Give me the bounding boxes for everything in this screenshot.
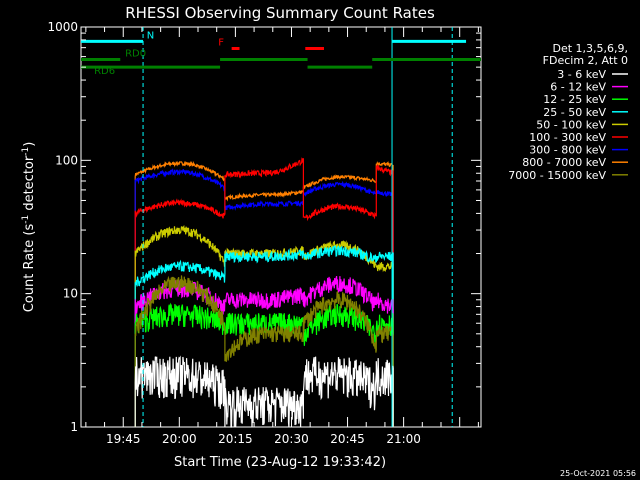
legend-entry-label: 100 - 300 keV	[529, 131, 606, 144]
status-bar-label: RD0	[125, 49, 146, 60]
axes: 1 10 100 1000 19:45 20:00 20:15 20:30 20:45 21:00	[47, 20, 481, 446]
y-axis-label-part: )	[22, 142, 37, 147]
x-axis-label: Start Time (23-Aug-12 19:33:42)	[174, 455, 386, 470]
legend-entry-label: 300 - 800 keV	[529, 144, 606, 157]
series-line	[134, 168, 394, 427]
legend-entry-label: 3 - 6 keV	[557, 68, 606, 81]
legend-header: Det 1,3,5,6,9,	[552, 42, 628, 55]
legend-entry-label: 7000 - 15000 keV	[508, 169, 606, 182]
y-axis-label-part: detector	[22, 155, 37, 215]
series-line	[134, 302, 394, 427]
x-tick-label: 20:00	[162, 432, 197, 446]
series-line	[134, 245, 394, 427]
series-line	[134, 275, 394, 427]
legend-entry-label: 12 - 25 keV	[543, 93, 606, 106]
y-axis-label-part: Count Rate (s	[22, 224, 37, 313]
footer-timestamp: 25-Oct-2021 05:56	[560, 469, 636, 478]
y-tick-label: 1	[70, 420, 78, 434]
x-tick-label: 20:15	[218, 432, 253, 446]
y-axis-label-sup: -1	[21, 147, 31, 156]
plot-frame	[80, 26, 482, 428]
x-tick-label: 19:45	[106, 432, 141, 446]
legend-entry-label: 25 - 50 keV	[543, 106, 606, 119]
x-tick-label: 20:30	[274, 432, 309, 446]
legend: Det 1,3,5,6,9,FDecim 2, Att 03 - 6 keV6 …	[508, 42, 628, 182]
y-tick-label: 100	[55, 153, 78, 167]
series-line	[134, 157, 394, 427]
legend-entry-label: 800 - 7000 keV	[522, 156, 606, 169]
y-tick-label: 1000	[47, 20, 78, 34]
series-line	[134, 355, 394, 428]
status-bar-label: N	[147, 30, 154, 41]
x-tick-label: 21:00	[386, 432, 421, 446]
status-bar-label: RD6	[94, 66, 115, 77]
legend-entry-label: 50 - 100 keV	[536, 118, 606, 131]
x-tick-label: 20:45	[330, 432, 365, 446]
legend-entry-label: 6 - 12 keV	[550, 81, 606, 94]
y-tick-label: 10	[63, 287, 78, 301]
y-axis-label: Count Rate (s-1 detector-1)	[21, 142, 37, 313]
chart-title: RHESSI Observing Summary Count Rates	[125, 4, 435, 22]
legend-header: FDecim 2, Att 0	[543, 54, 628, 67]
series-line	[134, 160, 394, 427]
series-line	[134, 275, 394, 427]
y-axis-label-sup: -1	[21, 215, 31, 224]
status-bar-label: F	[218, 37, 224, 48]
